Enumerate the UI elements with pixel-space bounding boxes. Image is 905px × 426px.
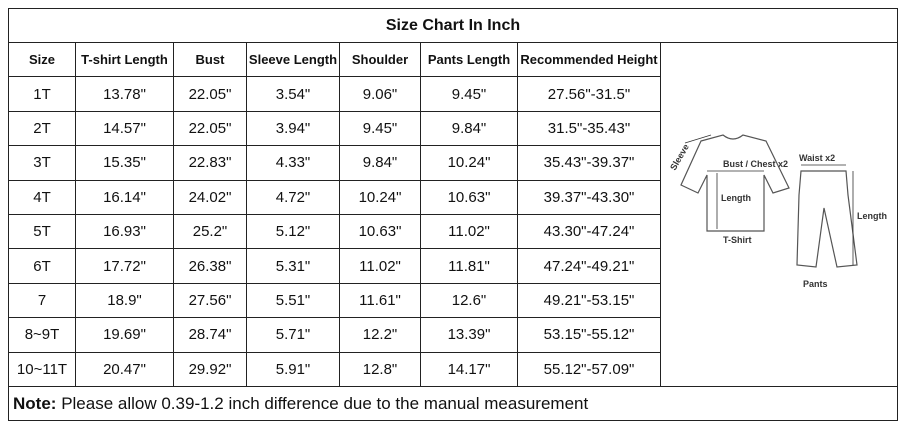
shirt-outline — [680, 134, 790, 232]
sleeve-arrow — [684, 134, 712, 144]
cell: 49.21"-53.15" — [517, 282, 661, 319]
header-row: Size T-shirt Length Bust Sleeve Length Shoul… — [8, 41, 898, 387]
diagram-cell: Bust / Chest x2 Length T-Shirt Waist x2 … — [660, 42, 898, 387]
header-cell: T-shirt Length — [75, 41, 174, 78]
cell: 47.24"-49.21" — [517, 248, 661, 284]
cell: 26.38" — [173, 248, 247, 284]
header-cell: Size — [8, 41, 76, 78]
header-cell: Pants Length — [420, 41, 518, 78]
cell: 19.69" — [75, 317, 174, 353]
cell: 5.31" — [246, 248, 340, 284]
cell: 12.2" — [339, 317, 421, 353]
cell: 10.63" — [420, 179, 518, 215]
cell: 10.24" — [420, 145, 518, 181]
data-row: 5T 16.93" 25.2" 5.12" 10.63" 11.02" 43.30"-47.… — [8, 213, 898, 250]
cell: 24.02" — [173, 179, 247, 215]
cell: 15.35" — [75, 145, 174, 181]
cell: 3.94" — [246, 110, 340, 147]
cell: 11.02" — [420, 213, 518, 250]
cell: 16.93" — [75, 213, 174, 250]
note-row: Note: Please allow 0.39-1.2 inch differe… — [8, 386, 898, 421]
size-table: Size Chart In Inch Size T-shirt Length Bus… — [8, 8, 898, 421]
cell: 22.83" — [173, 145, 247, 181]
cell: 35.43"-39.37" — [517, 145, 661, 181]
header-cell: Sleeve Length — [246, 41, 340, 78]
cell: 5.12" — [246, 213, 340, 250]
shirt-length-label: Length — [721, 193, 751, 203]
cell: 11.61" — [339, 282, 421, 319]
cell: 31.5"-35.43" — [517, 110, 661, 147]
cell: 27.56"-31.5" — [517, 76, 661, 112]
bust-label: Bust / Chest x2 — [723, 159, 788, 169]
cell: 14.17" — [420, 351, 518, 388]
data-row: 7 18.9" 27.56" 5.51" 11.61" 12.6" 49.21"-53.15… — [8, 282, 898, 319]
table-title: Size Chart In Inch — [8, 8, 898, 43]
sleeve-label: Sleeve — [668, 142, 691, 172]
cell: 9.45" — [339, 110, 421, 147]
cell: 9.84" — [420, 110, 518, 147]
shirt-label: T-Shirt — [723, 235, 752, 245]
cell: 10.63" — [339, 213, 421, 250]
cell: 9.06" — [339, 76, 421, 112]
data-row: 2T 14.57" 22.05" 3.94" 9.45" 9.84" 31.5"-35.43… — [8, 110, 898, 147]
data-row: 10~11T 20.47" 29.92" 5.91" 12.8" 14.17" 55.12"… — [8, 351, 898, 388]
cell: 3.54" — [246, 76, 340, 112]
cell: 2T — [8, 110, 76, 147]
title-row: Size Chart In Inch — [8, 8, 898, 43]
size-diagram: Bust / Chest x2 Length T-Shirt Waist x2 … — [668, 134, 887, 289]
cell: 55.12"-57.09" — [517, 351, 661, 388]
cell: 27.56" — [173, 282, 247, 319]
cell: 5.51" — [246, 282, 340, 319]
data-row: 1T 13.78" 22.05" 3.54" 9.06" 9.45" 27.56"-31.5… — [8, 76, 898, 112]
cell: 20.47" — [75, 351, 174, 388]
cell: 4T — [8, 179, 76, 215]
cell: 4.33" — [246, 145, 340, 181]
cell: 10.24" — [339, 179, 421, 215]
cell: 4.72" — [246, 179, 340, 215]
cell: 8~9T — [8, 317, 76, 353]
cell: 39.37"-43.30" — [517, 179, 661, 215]
cell: 43.30"-47.24" — [517, 213, 661, 250]
pants-outline — [796, 170, 858, 268]
cell: 14.57" — [75, 110, 174, 147]
cell: 5.71" — [246, 317, 340, 353]
cell: 18.9" — [75, 282, 174, 319]
cell: 12.6" — [420, 282, 518, 319]
cell: 9.45" — [420, 76, 518, 112]
cell: 29.92" — [173, 351, 247, 388]
cell: 25.2" — [173, 213, 247, 250]
data-row: 3T 15.35" 22.83" 4.33" 9.84" 10.24" 35.43"-39.… — [8, 145, 898, 181]
cell: 53.15"-55.12" — [517, 317, 661, 353]
cell: 10~11T — [8, 351, 76, 388]
cell: 3T — [8, 145, 76, 181]
cell: 11.02" — [339, 248, 421, 284]
header-cell: Shoulder — [339, 41, 421, 78]
cell: 12.8" — [339, 351, 421, 388]
note-text: Please allow 0.39-1.2 inch difference du… — [61, 393, 589, 413]
cell: 16.14" — [75, 179, 174, 215]
note-label: Note: — [13, 393, 57, 413]
cell: 5T — [8, 213, 76, 250]
cell: 13.78" — [75, 76, 174, 112]
cell: 17.72" — [75, 248, 174, 284]
pants-length-label: Length — [857, 211, 887, 221]
cell: 5.91" — [246, 351, 340, 388]
cell: 1T — [8, 76, 76, 112]
cell: 28.74" — [173, 317, 247, 353]
header-cell: Bust — [173, 41, 247, 78]
cell: 11.81" — [420, 248, 518, 284]
cell: 7 — [8, 282, 76, 319]
cell: 6T — [8, 248, 76, 284]
note: Note: Please allow 0.39-1.2 inch differe… — [8, 386, 898, 421]
cell: 22.05" — [173, 110, 247, 147]
waist-label: Waist x2 — [799, 153, 835, 163]
cell: 22.05" — [173, 76, 247, 112]
pants-label: Pants — [803, 279, 828, 289]
cell: 9.84" — [339, 145, 421, 181]
header-cell: Recommended Height — [517, 41, 661, 78]
cell: 13.39" — [420, 317, 518, 353]
